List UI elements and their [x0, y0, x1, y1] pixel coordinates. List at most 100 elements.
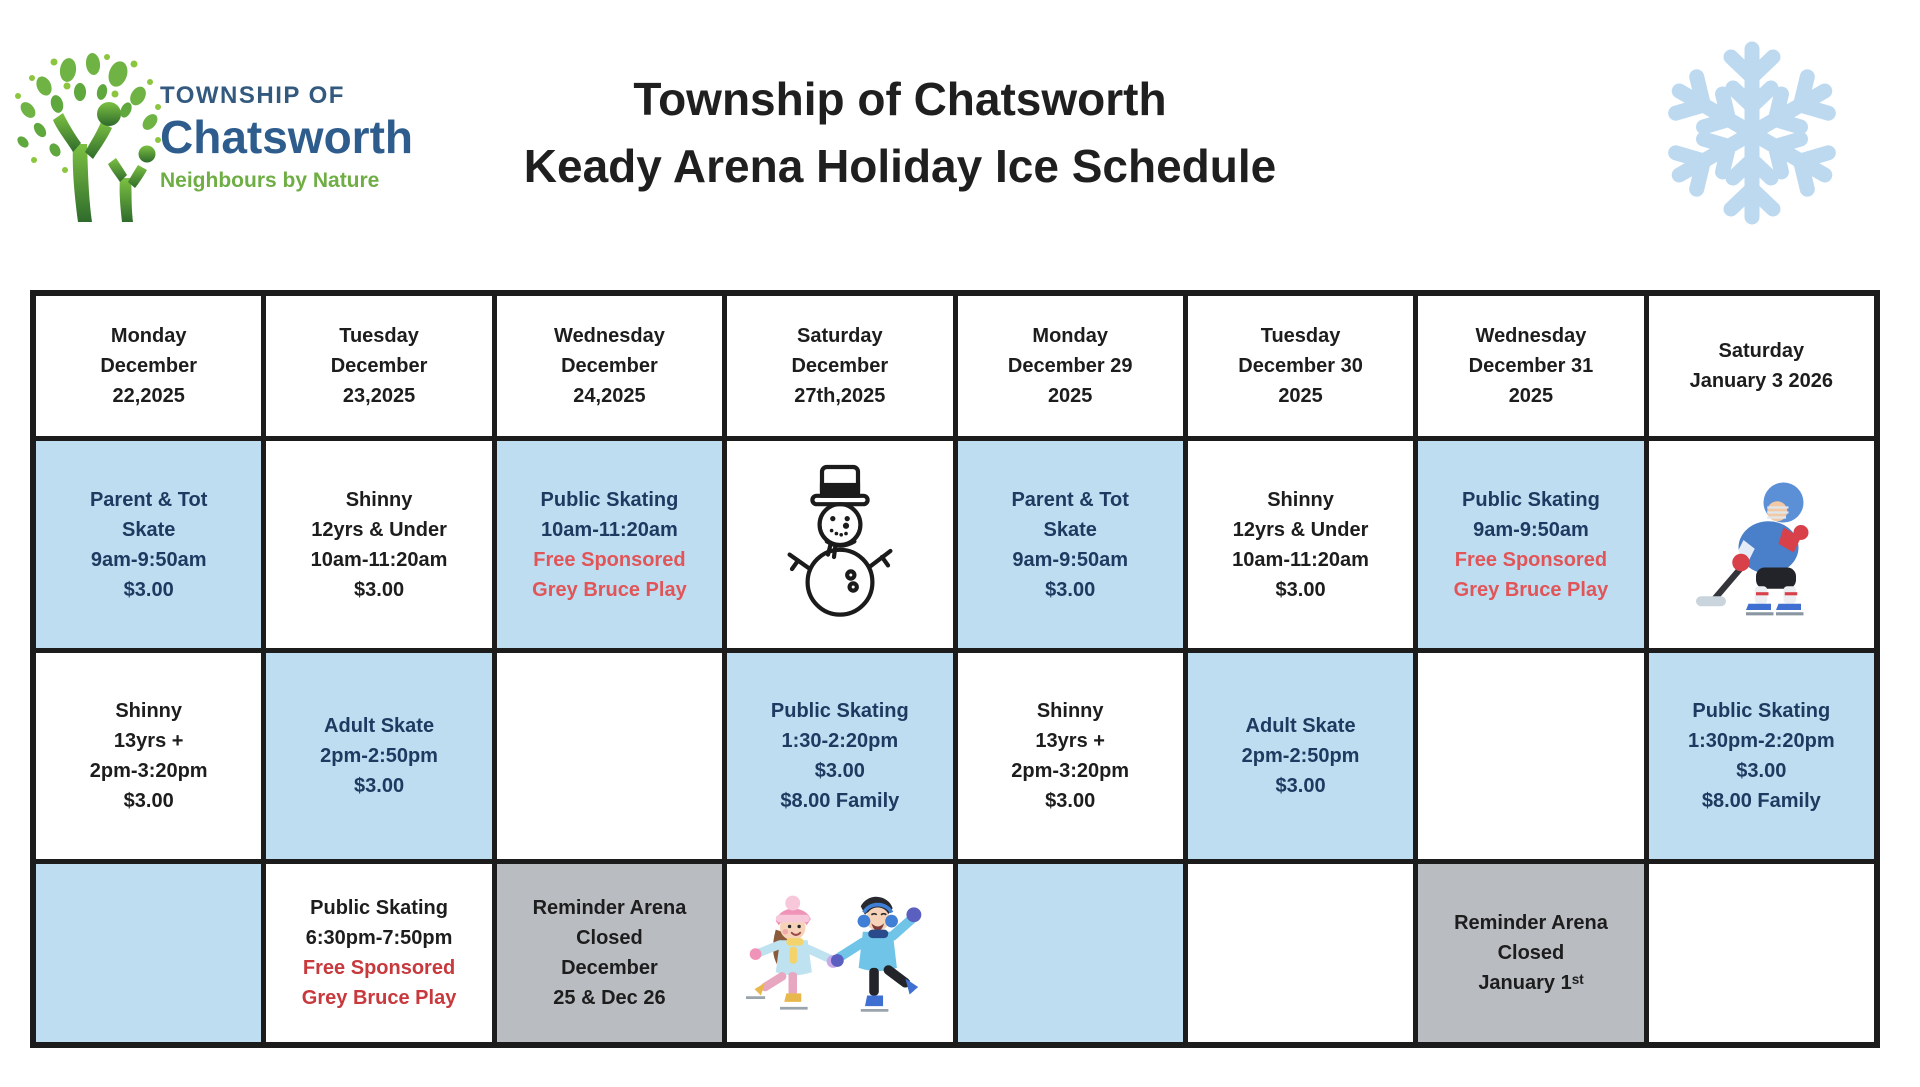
cell-line: $8.00 Family — [1701, 790, 1821, 812]
cell-line: Shinny — [1036, 700, 1104, 722]
cell-line: December 31 — [1468, 355, 1594, 377]
cell-line: 23,2025 — [342, 385, 416, 407]
schedule-cell: Public Skating 1:30pm-2:20pm $3.00 $8.00 Fa… — [1648, 653, 1874, 859]
cell-line: 2025 — [1508, 385, 1554, 407]
cell-line: Wednesday — [554, 325, 665, 347]
cell-line: $3.00 — [1045, 790, 1096, 812]
cell-line: 2025 — [1278, 385, 1323, 407]
cell-line: December — [561, 355, 658, 377]
day-header-cell: Wednesday December 24,2025 — [496, 296, 723, 436]
cell-line: Grey Bruce Play — [1453, 578, 1609, 601]
cell-line: $8.00 Family — [780, 790, 900, 812]
cell-line: 22,2025 — [112, 385, 185, 407]
schedule-cell: Shinny 12yrs & Under 10am-11:20am $3.00 — [266, 441, 492, 648]
cell-line: $3.00 — [123, 790, 174, 812]
logo-tagline: Neighbours by Nature — [160, 169, 380, 192]
day-header-cell: Monday December 22,2025 — [36, 296, 262, 436]
cell-line: 24,2025 — [573, 385, 646, 407]
schedule-cell: Public Skating 10am-11:20am Free Sponsored… — [496, 441, 723, 648]
day-header-cell: Wednesday December 31 2025 — [1418, 296, 1644, 436]
cell-line: 10am-11:20am — [541, 518, 678, 541]
schedule-cell: Adult Skate 2pm-2:50pm $3.00 — [1187, 653, 1414, 859]
cell-line: Saturday — [797, 325, 883, 347]
cell-line: $3.00 — [1275, 578, 1326, 601]
cell-line: $3.00 — [123, 578, 174, 601]
cell-line: December 29 — [1007, 355, 1133, 377]
cell-line: Free Sponsored — [1454, 548, 1608, 571]
cell-line: Grey Bruce Play — [532, 578, 687, 601]
schedule-cell: Public Skating 6:30pm-7:50pm Free Sponsore… — [266, 864, 492, 1042]
cell-line: 25 & Dec 26 — [553, 987, 666, 1009]
cell-line: 13yrs + — [1035, 730, 1105, 752]
schedule-cell: Shinny 13yrs + 2pm-3:20pm $3.00 — [36, 653, 262, 859]
cell-line: Reminder Arena — [532, 897, 687, 919]
schedule-cell: Public Skating 9am-9:50am Free Sponsored Gr… — [1418, 441, 1644, 648]
cell-line: Public Skating — [310, 897, 448, 919]
schedule-cell — [496, 653, 723, 859]
cell-line: Public Skating — [770, 700, 909, 722]
schedule-cell: Shinny 13yrs + 2pm-3:20pm $3.00 — [957, 653, 1183, 859]
snowflake-icon — [1652, 28, 1852, 238]
cell-line: 9am-9:50am — [1473, 518, 1589, 541]
cell-line: $3.00 — [814, 760, 865, 782]
hockey-player-icon — [1696, 482, 1809, 615]
cell-line: 2pm-3:20pm — [1011, 760, 1130, 782]
schedule-cell — [957, 864, 1183, 1042]
page-title: Township of Chatsworth Keady Arena Holid… — [395, 66, 1405, 200]
kids-skating-icon — [746, 895, 922, 1012]
cell-line: $3.00 — [354, 578, 405, 601]
cell-line: December — [561, 957, 658, 979]
cell-line: $3.00 — [1736, 760, 1787, 782]
cell-line: December 30 — [1238, 355, 1363, 377]
cell-line: December — [791, 355, 889, 377]
cell-line: 2pm-3:20pm — [89, 760, 208, 782]
schedule-cell: Reminder Arena Closed December 25 & Dec 26 — [496, 864, 723, 1042]
cell-line: Saturday — [1718, 340, 1805, 362]
cell-line: 13yrs + — [113, 730, 184, 752]
logo-name: Chatsworth — [160, 111, 413, 163]
cell-line: Skate — [122, 518, 176, 541]
day-header-cell: Saturday December 27th,2025 — [727, 296, 953, 436]
cell-line: Shinny — [115, 700, 183, 722]
cell-line: 10am-11:20am — [310, 548, 448, 571]
cell-line: December — [100, 355, 198, 377]
cell-line: Skate — [1043, 518, 1097, 541]
day-header-cell: Tuesday December 23,2025 — [266, 296, 492, 436]
cell-line: 1:30pm-2:20pm — [1687, 730, 1835, 752]
page-title-line1: Township of Chatsworth — [633, 73, 1167, 125]
cell-line: Free Sponsored — [302, 957, 456, 979]
cell-line: Grey Bruce Play — [301, 987, 457, 1009]
page-title-line2: Keady Arena Holiday Ice Schedule — [523, 140, 1277, 192]
cell-line: $3.00 — [1045, 578, 1096, 601]
logo-text-block: TOWNSHIP OF Chatsworth Neighbours by Nat… — [160, 84, 413, 192]
cell-line: Parent & Tot — [1011, 488, 1129, 511]
cell-line: 6:30pm-7:50pm — [305, 927, 453, 949]
schedule-cell — [727, 441, 953, 648]
cell-line: Free Sponsored — [533, 548, 686, 571]
cell-line: 2pm-2:50pm — [320, 745, 438, 767]
cell-line: Shinny — [345, 488, 413, 511]
schedule-cell: Parent & Tot Skate 9am-9:50am $3.00 — [957, 441, 1183, 648]
chatsworth-tree-logo-icon — [15, 53, 161, 222]
cell-line: Adult Skate — [324, 715, 435, 737]
schedule-cell — [1648, 864, 1874, 1042]
cell-line: $3.00 — [1275, 775, 1326, 797]
cell-line: Shinny — [1267, 488, 1334, 511]
schedule-cell: Parent & Tot Skate 9am-9:50am $3.00 — [36, 441, 262, 648]
cell-line: 12yrs & Under — [311, 518, 447, 541]
cell-line: Tuesday — [1260, 325, 1341, 347]
cell-line: 12yrs & Under — [1232, 518, 1369, 541]
cell-line: $3.00 — [354, 775, 405, 797]
cell-line: Monday — [1032, 325, 1108, 347]
cell-line: 2pm-2:50pm — [1241, 745, 1360, 767]
cell-line: 27th,2025 — [794, 385, 886, 407]
cell-line: December — [330, 355, 428, 377]
schedule-table: Monday December 22,2025 Tuesday December 23,2… — [30, 290, 1880, 1048]
cell-line: Public Skating — [1462, 488, 1600, 511]
cell-line: Adult Skate — [1245, 715, 1356, 737]
schedule-cell — [727, 864, 953, 1042]
day-header-cell: Saturday January 3 2026 — [1648, 296, 1874, 436]
cell-line: 9am-9:50am — [1012, 548, 1128, 571]
cell-line: 2025 — [1047, 385, 1093, 407]
cell-line: Monday — [110, 325, 187, 347]
